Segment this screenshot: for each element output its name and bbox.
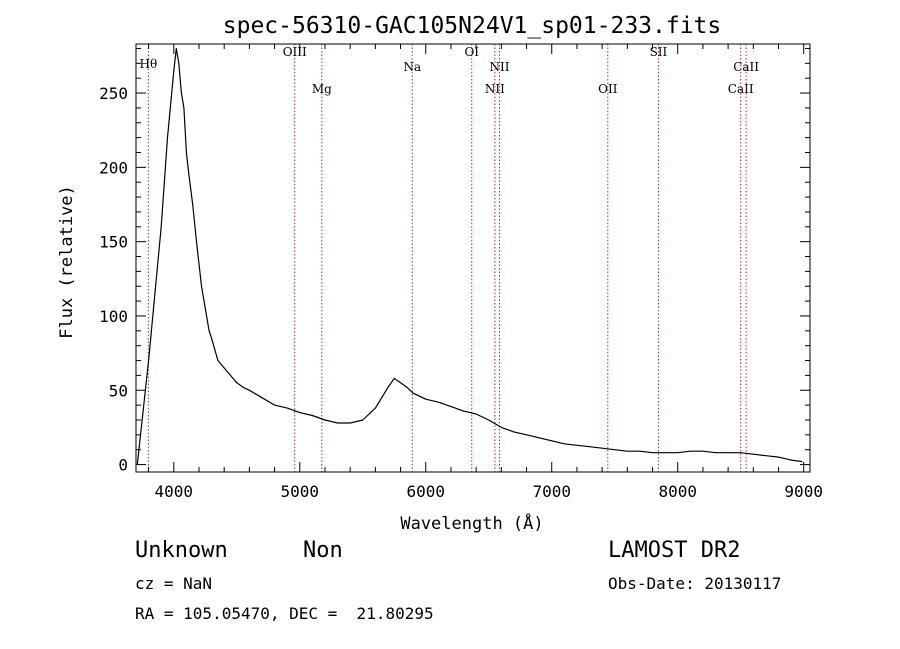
line-marker-label: OIII bbox=[283, 45, 307, 59]
line-marker-label: OII bbox=[598, 82, 618, 96]
y-tick-label: 0 bbox=[118, 456, 128, 475]
axis-ticks: 4000 5000 6000 7000 8000 9000 0 50 100 150 200 250 bbox=[99, 44, 823, 501]
line-marker-label: NII bbox=[489, 60, 509, 74]
spectrum-line bbox=[136, 47, 803, 465]
line-marker-label: CaII bbox=[728, 82, 754, 96]
obs-date-label: Obs-Date: 20130117 bbox=[608, 574, 782, 593]
subclass-label: Non bbox=[303, 538, 343, 563]
line-marker-label: CaII bbox=[733, 60, 759, 74]
y-tick-label: 200 bbox=[99, 158, 128, 177]
x-tick-label: 4000 bbox=[155, 482, 194, 501]
x-axis-label: Wavelength (Å) bbox=[400, 512, 543, 534]
plot-frame bbox=[135, 43, 811, 473]
x-tick-label: 9000 bbox=[784, 482, 823, 501]
chart-title: spec-56310-GAC105N24V1_sp01-233.fits bbox=[223, 13, 722, 39]
x-tick-label: 5000 bbox=[281, 482, 320, 501]
y-tick-label: 100 bbox=[99, 307, 128, 326]
y-tick-label: 150 bbox=[99, 233, 128, 252]
line-marker-label: Hθ bbox=[139, 57, 157, 71]
series-layer bbox=[136, 47, 803, 465]
class-label: Unknown bbox=[135, 538, 228, 563]
x-tick-label: 7000 bbox=[532, 482, 571, 501]
y-axis-label: Flux (relative) bbox=[57, 185, 77, 339]
radec-label: RA = 105.05470, DEC = 21.80295 bbox=[135, 604, 434, 623]
line-marker-label: NII bbox=[485, 82, 505, 96]
line-marker-label: OI bbox=[464, 45, 479, 59]
y-tick-label: 50 bbox=[109, 381, 128, 400]
y-tick-label: 250 bbox=[99, 84, 128, 103]
line-marker-label: Mg bbox=[312, 82, 332, 96]
cz-label: cz = NaN bbox=[135, 574, 213, 593]
x-tick-label: 8000 bbox=[658, 482, 697, 501]
line-marker-label: SII bbox=[650, 45, 668, 59]
spectrum-chart: spec-56310-GAC105N24V1_sp01-233.fits Hθ O… bbox=[57, 13, 823, 534]
survey-label: LAMOST DR2 bbox=[608, 538, 741, 563]
line-markers: Hθ OIII Mg Na OI NII NII OII SII CaII CaII bbox=[139, 44, 759, 472]
x-tick-label: 6000 bbox=[406, 482, 445, 501]
line-marker-label: Na bbox=[403, 60, 421, 74]
